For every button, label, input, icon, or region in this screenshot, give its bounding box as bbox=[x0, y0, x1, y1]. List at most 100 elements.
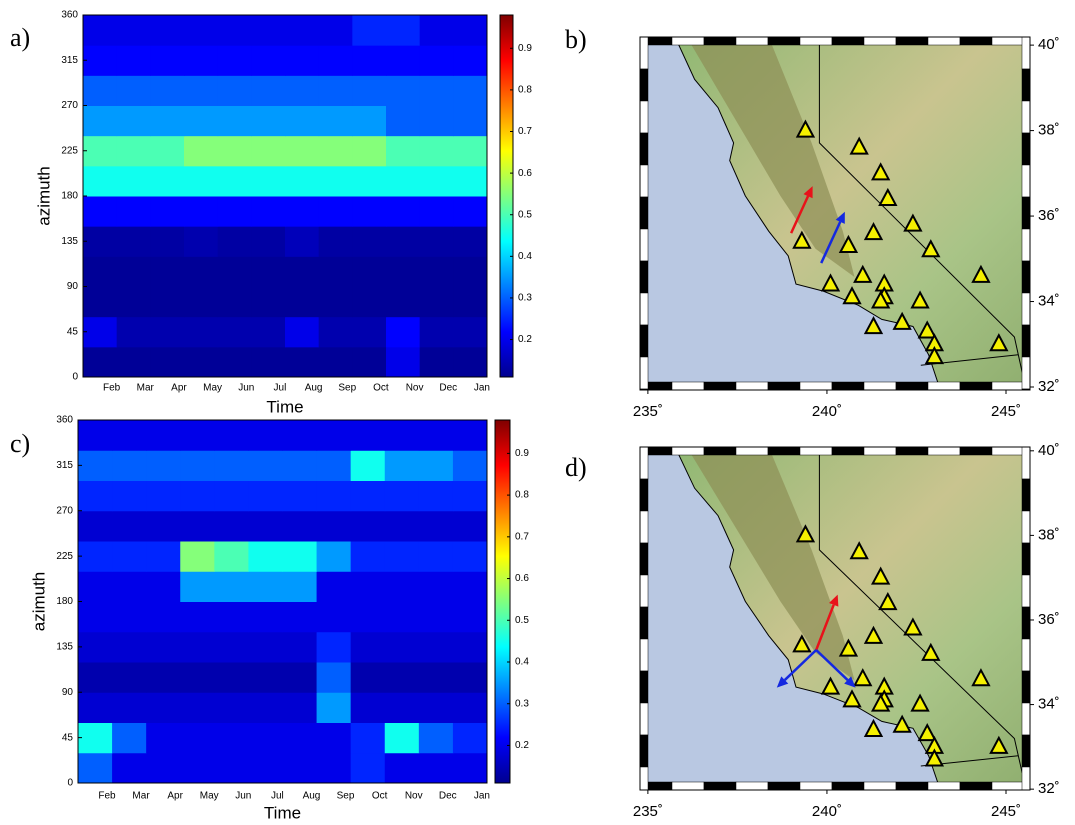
heatmap-cell bbox=[285, 196, 320, 227]
heatmap-cell bbox=[350, 631, 386, 663]
heatmap-cell bbox=[217, 316, 252, 348]
x-tick-label: Feb bbox=[103, 383, 121, 394]
heatmap-cell bbox=[180, 450, 215, 481]
heatmap-cell bbox=[146, 752, 181, 784]
arrow-shaft bbox=[783, 649, 818, 681]
station bbox=[892, 714, 912, 733]
heatmap-cell bbox=[352, 316, 387, 348]
heatmap-cell bbox=[316, 631, 352, 663]
frame-segment bbox=[639, 446, 649, 480]
frame-segment bbox=[639, 734, 649, 768]
heatmap-cell bbox=[384, 601, 420, 633]
heatmap-cell bbox=[419, 135, 454, 167]
x-tick-label: Jan bbox=[474, 383, 490, 394]
station bbox=[838, 638, 859, 657]
heatmap-cell bbox=[184, 135, 219, 167]
arrow-head bbox=[844, 676, 856, 688]
frame-segment bbox=[639, 670, 649, 704]
heatmap-cell bbox=[248, 752, 283, 784]
frame-segment bbox=[639, 574, 649, 608]
heatmap-cell bbox=[116, 165, 151, 197]
heatmap-cell bbox=[214, 541, 249, 572]
heatmap-cell bbox=[452, 601, 488, 633]
frame-segment bbox=[671, 781, 705, 791]
heatmap-cell bbox=[112, 510, 147, 542]
heatmap-cell bbox=[112, 450, 147, 481]
heatmap-cell bbox=[419, 316, 454, 348]
heatmap-cell bbox=[318, 226, 353, 257]
heatmap-cell bbox=[150, 45, 185, 76]
heatmap-cell bbox=[248, 692, 283, 723]
frame-segment bbox=[959, 446, 993, 456]
heatmap-cell bbox=[251, 135, 286, 167]
heatmap-cell bbox=[146, 480, 181, 512]
heatmap-cell bbox=[217, 105, 252, 137]
y-axis-label: azimuth bbox=[29, 572, 48, 632]
x-tick-label: Jun bbox=[238, 383, 254, 394]
y-tick-label: 45 bbox=[62, 732, 74, 743]
heatmap-cell bbox=[83, 346, 118, 378]
heatmap-cell bbox=[150, 256, 185, 287]
frame-segment bbox=[831, 446, 865, 456]
station bbox=[917, 723, 937, 742]
frame-segment bbox=[959, 381, 993, 391]
heatmap-cell bbox=[316, 662, 352, 693]
heatmap-cell bbox=[418, 420, 454, 451]
frame-segment bbox=[767, 36, 801, 46]
heatmap-cell bbox=[251, 226, 286, 257]
heatmap-cell bbox=[146, 601, 181, 633]
frame-segment bbox=[639, 164, 649, 198]
heatmap-cell bbox=[318, 196, 353, 227]
heatmap-cell bbox=[384, 541, 420, 572]
heatmap-cell bbox=[78, 692, 113, 723]
frame-segment bbox=[831, 381, 865, 391]
heatmap-cell bbox=[146, 631, 181, 663]
frame-segment bbox=[1021, 356, 1031, 390]
frame-segment bbox=[799, 781, 833, 791]
frame-segment bbox=[735, 36, 769, 46]
heatmap-cell bbox=[386, 346, 421, 378]
y-tick-label: 360 bbox=[56, 415, 73, 426]
y-tick-label: 135 bbox=[61, 236, 78, 247]
heatmap-cell bbox=[150, 105, 185, 137]
heatmap-cell bbox=[282, 420, 318, 451]
heatmap-cell bbox=[150, 15, 185, 46]
heatmap-cell bbox=[78, 480, 113, 512]
station bbox=[910, 693, 930, 712]
heatmap-cell bbox=[83, 75, 118, 106]
heatmap-cell bbox=[116, 226, 151, 257]
heatmap-cell bbox=[453, 346, 488, 378]
heatmap-cell bbox=[386, 105, 421, 137]
x-tick-label: Aug bbox=[305, 383, 323, 394]
station bbox=[842, 286, 862, 305]
x-tick-label: Sep bbox=[337, 791, 355, 802]
frame-segment bbox=[639, 260, 649, 294]
frame-segment bbox=[767, 381, 801, 391]
frame-segment bbox=[639, 766, 649, 791]
heatmap-cell bbox=[251, 346, 286, 378]
heatmap-cell bbox=[352, 135, 387, 167]
heatmap-cell bbox=[112, 752, 147, 784]
heatmap-cell bbox=[352, 75, 387, 106]
heatmap-cell bbox=[418, 480, 454, 512]
heatmap-cell bbox=[386, 196, 421, 227]
heatmap-cell bbox=[180, 480, 215, 512]
frame-segment bbox=[735, 381, 769, 391]
heatmap-cell bbox=[318, 286, 353, 318]
heatmap-cell bbox=[251, 316, 286, 348]
heatmap-cell bbox=[282, 571, 318, 602]
heatmap-cell bbox=[386, 15, 421, 46]
heatmap-cell bbox=[350, 601, 386, 633]
y-tick-label: 32˚ bbox=[1038, 378, 1060, 395]
heatmap-cell bbox=[453, 105, 488, 137]
heatmap-cell bbox=[282, 601, 318, 633]
frame-segment bbox=[703, 781, 737, 791]
station bbox=[870, 566, 891, 585]
frame-segment bbox=[639, 228, 649, 262]
heatmap-cell bbox=[251, 105, 286, 137]
station bbox=[971, 264, 991, 283]
frame-segment bbox=[639, 36, 649, 70]
heatmap-cell bbox=[150, 316, 185, 348]
frame-segment bbox=[927, 36, 961, 46]
heatmap-cell bbox=[318, 15, 353, 46]
